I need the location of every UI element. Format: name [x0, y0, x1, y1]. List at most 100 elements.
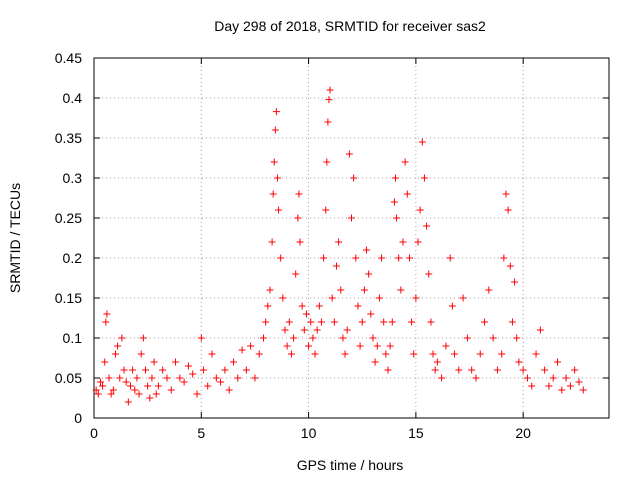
- data-point: [427, 318, 435, 326]
- data-point: [367, 310, 375, 318]
- data-point: [96, 378, 104, 386]
- axis-ticks: [93, 57, 609, 419]
- data-point: [133, 374, 141, 382]
- data-point: [135, 390, 143, 398]
- data-point: [324, 118, 332, 126]
- data-point: [481, 318, 489, 326]
- data-point: [204, 382, 212, 390]
- data-point: [118, 334, 126, 342]
- data-point: [101, 358, 109, 366]
- y-tick-labels: 0 0.05 0.1 0.15 0.2 0.25 0.3 0.35 0.4 0.45: [55, 50, 82, 426]
- y-tick-label: 0.3: [63, 170, 83, 186]
- y-axis-label: SRMTID / TECUs: [7, 183, 23, 293]
- data-point: [442, 342, 450, 350]
- data-point: [139, 334, 147, 342]
- data-point: [315, 302, 323, 310]
- data-point: [343, 326, 351, 334]
- data-point: [272, 108, 280, 116]
- data-point: [438, 374, 446, 382]
- data-point: [566, 382, 574, 390]
- data-point: [412, 294, 420, 302]
- data-point: [562, 374, 570, 382]
- data-point: [163, 374, 171, 382]
- data-point: [579, 386, 587, 394]
- y-tick-label: 0.35: [55, 130, 82, 146]
- data-point: [120, 366, 128, 374]
- data-point: [325, 96, 333, 104]
- y-tick-label: 0.25: [55, 210, 82, 226]
- data-point: [448, 302, 456, 310]
- data-point: [508, 318, 516, 326]
- data-point: [109, 386, 117, 394]
- data-point: [571, 366, 579, 374]
- data-point: [350, 174, 358, 182]
- data-point: [375, 294, 383, 302]
- data-point: [142, 366, 149, 374]
- data-point: [154, 382, 162, 390]
- data-point: [378, 254, 386, 262]
- data-point: [199, 366, 207, 374]
- data-point: [229, 358, 237, 366]
- data-point: [271, 126, 279, 134]
- data-point: [260, 334, 268, 342]
- data-point: [354, 302, 362, 310]
- data-point: [399, 238, 407, 246]
- data-point: [283, 342, 291, 350]
- data-point: [152, 390, 160, 398]
- data-point: [485, 286, 493, 294]
- data-point: [337, 286, 345, 294]
- x-tick-label: 0: [90, 425, 98, 441]
- data-point: [532, 350, 540, 358]
- y-tick-label: 0.05: [55, 370, 82, 386]
- data-point: [313, 326, 321, 334]
- data-point: [221, 366, 229, 374]
- data-point: [420, 174, 428, 182]
- data-point: [105, 374, 113, 382]
- data-point: [423, 222, 431, 230]
- data-point: [268, 238, 276, 246]
- data-point: [468, 366, 476, 374]
- x-tick-label: 15: [408, 425, 424, 441]
- data-point: [403, 190, 411, 198]
- data-point: [305, 342, 313, 350]
- data-point: [502, 190, 510, 198]
- data-point: [290, 334, 298, 342]
- data-point: [208, 350, 216, 358]
- data-point: [386, 342, 394, 350]
- data-point: [391, 174, 399, 182]
- data-point: [382, 350, 390, 358]
- data-point: [111, 350, 119, 358]
- data-point: [536, 326, 544, 334]
- data-point: [292, 270, 300, 278]
- data-point: [493, 366, 501, 374]
- data-point: [180, 378, 188, 386]
- data-point: [463, 334, 471, 342]
- data-point: [302, 310, 310, 318]
- data-point: [269, 190, 277, 198]
- data-point: [193, 390, 201, 398]
- data-point: [255, 350, 263, 358]
- data-point: [369, 334, 377, 342]
- data-point: [225, 386, 233, 394]
- data-point: [352, 254, 360, 262]
- data-point: [472, 374, 480, 382]
- data-point: [172, 358, 180, 366]
- data-point: [395, 254, 403, 262]
- data-point: [264, 302, 272, 310]
- data-point: [137, 350, 145, 358]
- data-point: [348, 214, 355, 222]
- data-point: [339, 334, 347, 342]
- data-point: [266, 286, 274, 294]
- data-point: [414, 238, 422, 246]
- data-points: [92, 86, 587, 406]
- data-point: [356, 342, 364, 350]
- data-point: [341, 350, 349, 358]
- data-point: [390, 198, 398, 206]
- data-point: [247, 342, 255, 350]
- data-point: [103, 310, 111, 318]
- data-point: [446, 254, 454, 262]
- data-point: [295, 190, 303, 198]
- data-point: [281, 326, 289, 334]
- data-point: [431, 366, 439, 374]
